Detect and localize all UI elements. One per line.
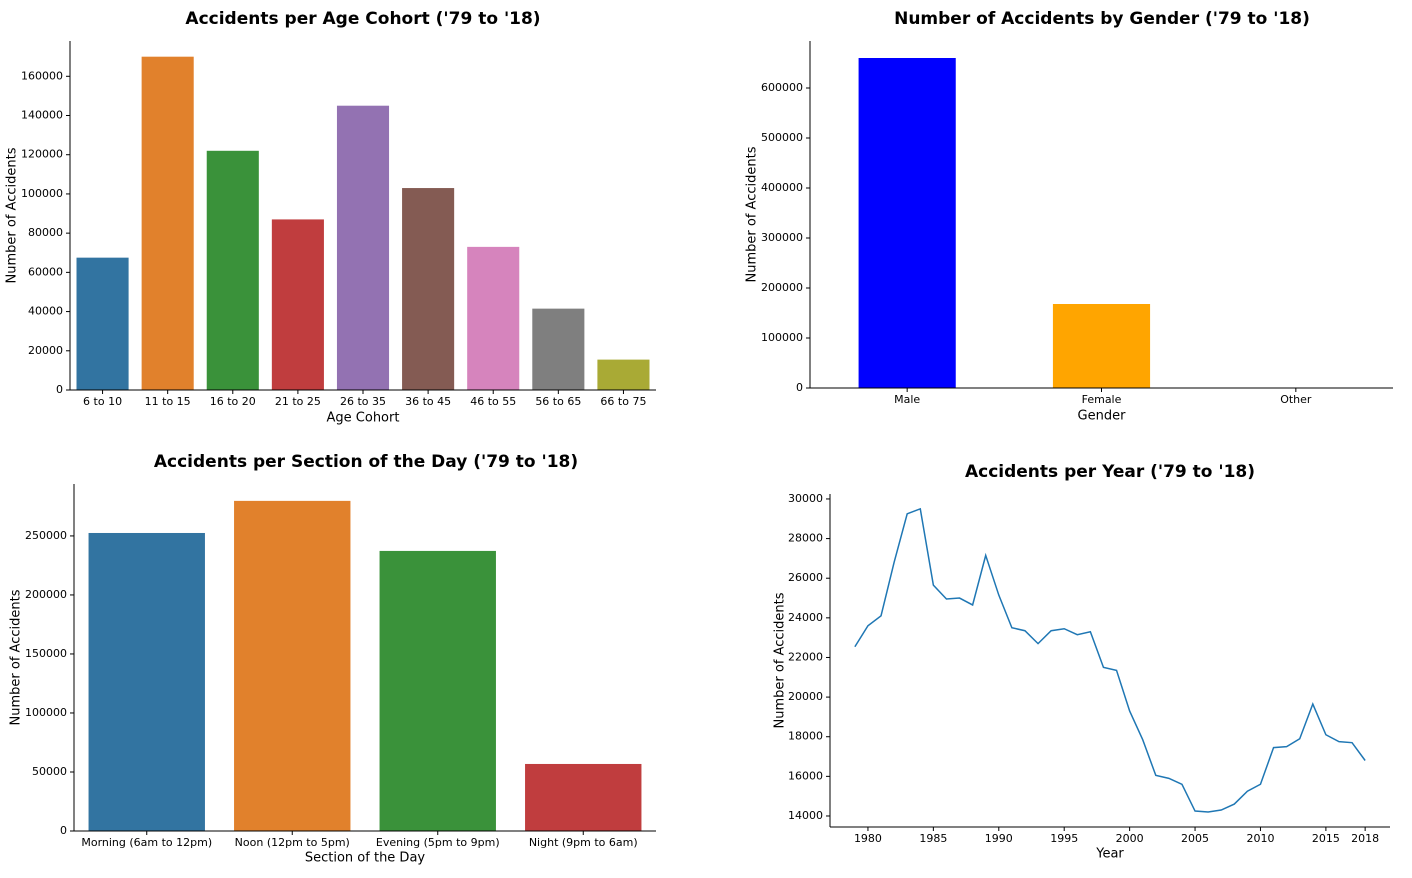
x-tick-label: Other xyxy=(1280,393,1312,406)
chart-title: Accidents per Age Cohort ('79 to '18) xyxy=(185,9,540,29)
y-tick-label: 160000 xyxy=(21,69,63,82)
x-tick-label: Morning (6am to 12pm) xyxy=(81,836,212,849)
y-tick-label: 400000 xyxy=(761,181,803,194)
y-tick-label: 40000 xyxy=(28,305,63,318)
bar xyxy=(858,58,956,388)
bar xyxy=(141,56,194,390)
x-tick-label: Night (9pm to 6am) xyxy=(529,836,638,849)
y-tick-label: 250000 xyxy=(25,529,67,542)
x-tick-label: 2015 xyxy=(1312,832,1340,845)
y-tick-label: 50000 xyxy=(32,765,67,778)
bar xyxy=(271,219,324,390)
y-axis-label: Number of Accidents xyxy=(773,592,788,728)
y-tick-label: 0 xyxy=(56,383,63,396)
x-tick-label: 56 to 65 xyxy=(535,395,581,408)
y-tick-label: 60000 xyxy=(28,265,63,278)
x-tick-label: Noon (12pm to 5pm) xyxy=(235,836,350,849)
x-tick-label: 1995 xyxy=(1050,832,1078,845)
x-tick-label: 46 to 55 xyxy=(470,395,516,408)
y-tick-label: 120000 xyxy=(21,148,63,161)
y-tick-label: 26000 xyxy=(788,571,823,584)
y-tick-label: 100000 xyxy=(21,187,63,200)
bar xyxy=(379,550,496,831)
x-tick-label: 1985 xyxy=(919,832,947,845)
x-tick-label: 26 to 35 xyxy=(340,395,386,408)
x-axis-label: Age Cohort xyxy=(327,411,400,426)
x-tick-label: Evening (5pm to 9pm) xyxy=(376,836,500,849)
y-tick-label: 80000 xyxy=(28,226,63,239)
x-tick-label: 11 to 15 xyxy=(145,395,191,408)
x-tick-label: 1980 xyxy=(854,832,882,845)
y-tick-label: 18000 xyxy=(788,730,823,743)
y-tick-label: 600000 xyxy=(761,81,803,94)
y-axis-label: Number of Accidents xyxy=(9,589,24,725)
x-tick-label: 21 to 25 xyxy=(275,395,321,408)
y-tick-label: 30000 xyxy=(788,492,823,505)
y-tick-label: 200000 xyxy=(761,281,803,294)
y-tick-label: 20000 xyxy=(28,344,63,357)
y-tick-label: 0 xyxy=(796,381,803,394)
y-tick-label: 24000 xyxy=(788,611,823,624)
y-tick-label: 0 xyxy=(60,824,67,837)
y-axis-label: Number of Accidents xyxy=(745,146,760,282)
y-tick-label: 14000 xyxy=(788,809,823,822)
x-axis-label: Section of the Day xyxy=(305,851,426,866)
bar xyxy=(467,246,520,390)
bar xyxy=(206,150,259,390)
y-tick-label: 500000 xyxy=(761,131,803,144)
x-tick-label: 2000 xyxy=(1116,832,1144,845)
x-tick-label: 2018 xyxy=(1351,832,1379,845)
x-tick-label: 6 to 10 xyxy=(83,395,122,408)
bar xyxy=(532,308,585,390)
x-axis-label: Gender xyxy=(1078,409,1127,424)
bar xyxy=(88,532,205,831)
y-axis-label: Number of Accidents xyxy=(5,147,20,283)
x-tick-label: 2005 xyxy=(1181,832,1209,845)
x-tick-label: 36 to 45 xyxy=(405,395,451,408)
x-tick-label: 2010 xyxy=(1246,832,1274,845)
x-tick-label: 66 to 75 xyxy=(600,395,646,408)
y-tick-label: 200000 xyxy=(25,588,67,601)
y-tick-label: 20000 xyxy=(788,690,823,703)
y-tick-label: 150000 xyxy=(25,647,67,660)
chart-title: Accidents per Year ('79 to '18) xyxy=(965,462,1255,482)
y-tick-label: 22000 xyxy=(788,650,823,663)
bar xyxy=(597,359,650,390)
chart-title: Accidents per Section of the Day ('79 to… xyxy=(154,452,578,472)
bar xyxy=(76,257,129,390)
y-tick-label: 100000 xyxy=(25,706,67,719)
x-tick-label: 1990 xyxy=(985,832,1013,845)
bar xyxy=(402,188,455,390)
y-tick-label: 28000 xyxy=(788,532,823,545)
x-tick-label: Male xyxy=(894,393,920,406)
bar xyxy=(1052,304,1151,388)
y-tick-label: 16000 xyxy=(788,769,823,782)
x-tick-label: 16 to 20 xyxy=(210,395,256,408)
bar xyxy=(525,763,642,831)
y-tick-label: 140000 xyxy=(21,109,63,122)
chart-title: Number of Accidents by Gender ('79 to '1… xyxy=(894,9,1310,29)
y-tick-label: 100000 xyxy=(761,331,803,344)
x-tick-label: Female xyxy=(1082,393,1122,406)
line-series xyxy=(854,507,1366,813)
x-axis-label: Year xyxy=(1095,847,1124,862)
bar xyxy=(336,105,390,391)
y-tick-label: 300000 xyxy=(761,231,803,244)
bar xyxy=(234,500,351,831)
